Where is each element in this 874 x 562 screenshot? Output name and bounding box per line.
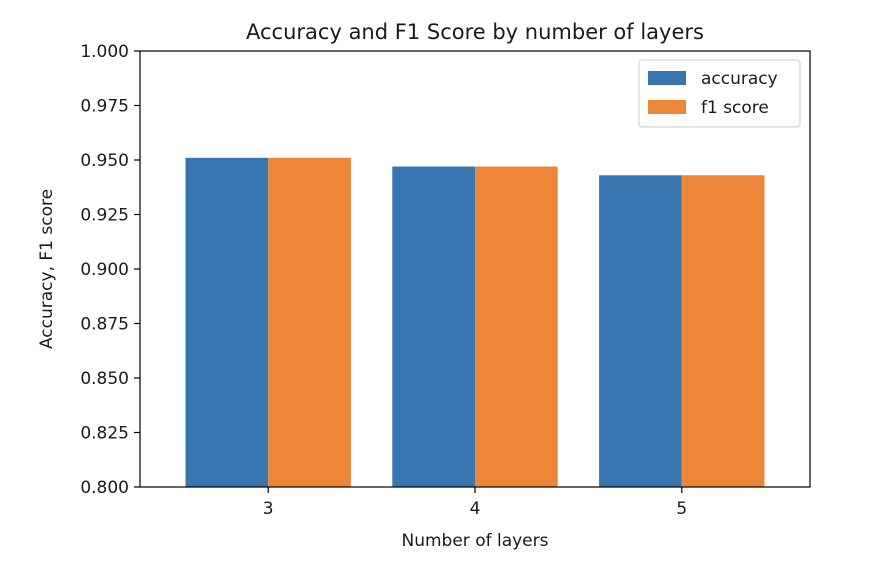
legend-label-accuracy: accuracy xyxy=(701,69,778,89)
y-tick-label: 0.900 xyxy=(80,260,129,280)
legend: accuracy f1 score xyxy=(638,59,801,128)
y-axis-ticks: 0.800 0.825 0.850 0.875 0.900 0.925 0.950 0.975… xyxy=(80,42,140,498)
y-tick-label: 0.925 xyxy=(80,206,129,226)
bar-accuracy-3 xyxy=(185,157,269,487)
x-axis-label: Number of layers xyxy=(402,531,549,551)
y-tick-label: 0.800 xyxy=(80,478,129,498)
y-tick-label: 0.875 xyxy=(80,315,129,335)
legend-swatch-accuracy xyxy=(648,71,686,85)
legend-swatch-f1-score xyxy=(648,100,686,114)
bar-accuracy-4 xyxy=(392,166,475,488)
y-tick-label: 0.850 xyxy=(80,369,129,389)
legend-label-f1-score: f1 score xyxy=(701,98,769,118)
y-tick-label: 0.975 xyxy=(80,97,129,117)
bar-f1-score-4 xyxy=(475,166,558,488)
bar-f1-score-5 xyxy=(681,175,765,487)
bar-f1-score-3 xyxy=(268,157,351,487)
y-axis-label: Accuracy, F1 score xyxy=(37,189,57,349)
x-tick-label: 3 xyxy=(263,499,274,519)
plot-frame xyxy=(139,50,811,488)
x-axis-ticks: 3 4 5 xyxy=(263,487,687,519)
chart-title: Accuracy and F1 Score by number of layer… xyxy=(246,20,704,44)
y-tick-label: 1.000 xyxy=(80,42,129,62)
y-tick-label: 0.825 xyxy=(80,424,129,444)
x-tick-label: 4 xyxy=(470,499,481,519)
bar-accuracy-5 xyxy=(599,175,682,487)
y-tick-label: 0.950 xyxy=(80,151,129,171)
x-tick-label: 5 xyxy=(676,499,687,519)
bars-group xyxy=(185,157,765,488)
